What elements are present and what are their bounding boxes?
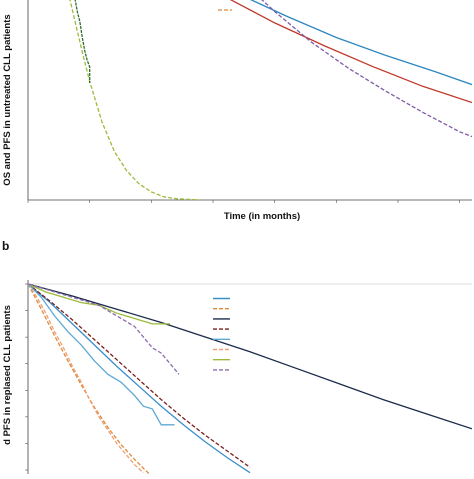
series-line-panel-a-2 (261, 0, 472, 138)
series-line-panel-a-1 (229, 0, 472, 104)
series-line-panel-b-4 (28, 283, 144, 474)
axis-title-x-panel-a: Time (in months) (224, 211, 300, 222)
series-line-panel-b-7 (28, 283, 180, 375)
series-line-panel-b-3 (28, 283, 151, 474)
series-line-panel-b-2 (28, 283, 251, 468)
series-line-panel-a-0 (249, 0, 472, 86)
series-line-panel-a-4 (69, 0, 201, 200)
axis-title-y-panel-a: OS and PFS in untreated CLL patients (2, 14, 13, 185)
series-group-panel-b (28, 283, 472, 474)
series-line-panel-a-5 (74, 0, 91, 83)
panel-a-chart (27, 0, 472, 203)
series-line-panel-b-0 (28, 283, 472, 430)
series-line-panel-b-5 (28, 283, 175, 426)
panel-b-chart (25, 280, 472, 474)
axis-title-y-panel-b: d PFS in replased CLL patients (2, 305, 13, 445)
series-group-panel-a (69, 0, 472, 200)
panel-label-b: b (2, 239, 9, 253)
legend-panel-b (213, 297, 230, 371)
series-line-panel-b-1 (28, 283, 251, 474)
